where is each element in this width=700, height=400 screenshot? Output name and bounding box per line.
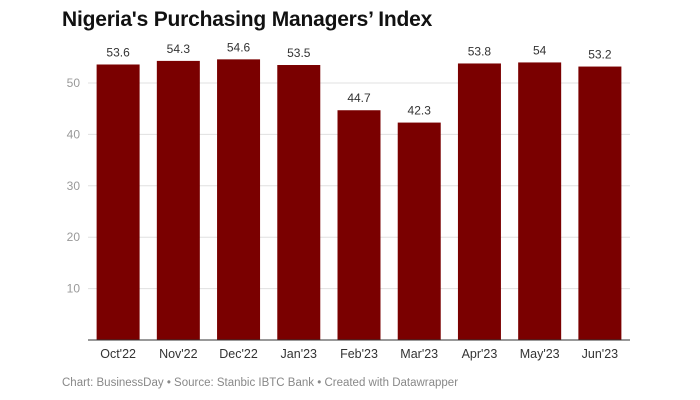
value-label: 42.3 — [408, 104, 432, 118]
y-tick-label: 50 — [67, 76, 81, 90]
x-tick-label: Jan'23 — [281, 347, 317, 361]
x-tick-label: Nov'22 — [159, 347, 198, 361]
value-label: 53.8 — [468, 44, 492, 58]
x-axis-tick-labels: Oct'22 Nov'22 Dec'22 Jan'23 Feb'23 Mar'23 Apr'… — [100, 347, 618, 361]
x-tick-label: Oct'22 — [100, 347, 136, 361]
x-tick-label: Mar'23 — [400, 347, 438, 361]
x-tick-label: Dec'22 — [219, 347, 258, 361]
bar — [277, 65, 321, 340]
bar — [156, 60, 200, 340]
y-tick-label: 30 — [67, 179, 81, 193]
x-tick-label: Jun'23 — [582, 347, 618, 361]
value-label: 44.7 — [347, 91, 371, 105]
bar — [96, 64, 140, 340]
x-tick-label: Feb'23 — [340, 347, 378, 361]
bar — [337, 110, 381, 340]
chart-footer: Chart: BusinessDay • Source: Stanbic IBT… — [62, 377, 459, 389]
y-tick-label: 10 — [67, 282, 81, 296]
bar — [217, 59, 261, 341]
bar — [518, 62, 562, 340]
value-label: 54.3 — [167, 42, 191, 56]
value-label: 53.5 — [287, 46, 311, 60]
value-label: 53.2 — [588, 48, 612, 62]
x-tick-label: May'23 — [520, 347, 560, 361]
bar — [578, 66, 622, 340]
bars — [96, 59, 622, 341]
value-label: 53.6 — [106, 45, 130, 59]
y-axis-tick-labels: 10 20 30 40 50 — [67, 76, 81, 296]
value-label: 54.6 — [227, 40, 251, 54]
bar — [457, 63, 501, 341]
value-labels: 53.6 54.3 54.6 53.5 44.7 42.3 53.8 54 53.2 — [106, 40, 611, 117]
y-tick-label: 20 — [67, 230, 81, 244]
value-label: 54 — [533, 43, 547, 57]
y-tick-label: 40 — [67, 127, 81, 141]
x-tick-label: Apr'23 — [462, 347, 498, 361]
bar — [397, 122, 441, 340]
chart-title: Nigeria's Purchasing Managers’ Index — [62, 8, 433, 31]
